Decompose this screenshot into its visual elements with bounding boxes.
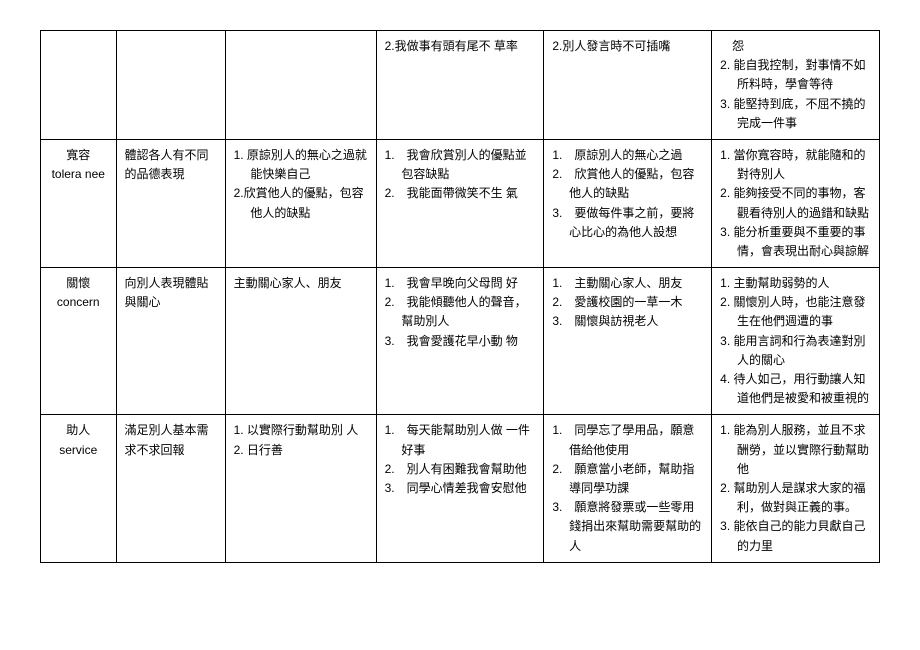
name-en: concern xyxy=(49,293,108,312)
item-list: 1. 主動關心家人、朋友2. 愛護校園的一草一木3. 關懷與訪視老人 xyxy=(552,274,703,332)
desc-text: 體認各人有不同的品德表現 xyxy=(125,148,209,181)
name-cell: 關懷concern xyxy=(41,268,117,415)
col-b-cell: 1. 我會欣賞別人的優點並包容缺點2. 我能面帶微笑不生 氣 xyxy=(376,139,544,267)
name-cn: 助人 xyxy=(49,421,108,440)
list-item: 3. 能用言詞和行為表達對別人的關心 xyxy=(720,332,871,370)
col-a-cell: 1. 以實際行動幫助別 人2. 日行善 xyxy=(225,415,376,562)
col-b-cell: 1. 每天能幫助別人做 一件好事2. 別人有困難我會幫助他3. 同學心情差我會安… xyxy=(376,415,544,562)
item-list: 1. 主動幫助弱勢的人2. 關懷別人時，也能注意發生在他們週遭的事3. 能用言詞… xyxy=(720,274,871,408)
name-cell xyxy=(41,31,117,140)
list-item: 3. 關懷與訪視老人 xyxy=(552,312,703,331)
list-item: 3. 能分析重要與不重要的事情，會表現出耐心與諒解 xyxy=(720,223,871,261)
table-row: 關懷concern向別人表現體貼與關心主動關心家人、朋友1. 我會早晚向父母問 … xyxy=(41,268,880,415)
col-c-cell: 2.別人發言時不可插嘴 xyxy=(544,31,712,140)
col-c-cell: 1. 主動關心家人、朋友2. 愛護校園的一草一木3. 關懷與訪視老人 xyxy=(544,268,712,415)
item-list: 1. 原諒別人的無心之過就能快樂自己2.欣賞他人的優點，包容他人的缺點 xyxy=(234,146,368,223)
col-c-cell: 1. 同學忘了學用品，願意借給他使用2. 願意當小老師，幫助指導同學功課3. 願… xyxy=(544,415,712,562)
list-item: 怨 xyxy=(720,37,871,56)
list-item: 2. 我能傾聽他人的聲音，幫助別人 xyxy=(385,293,536,331)
list-item: 2. 願意當小老師，幫助指導同學功課 xyxy=(552,460,703,498)
list-item: 3. 能依自己的能力貝獻自己的力里 xyxy=(720,517,871,555)
list-item: 3. 要做每件事之前，要將心比心的為他人設想 xyxy=(552,204,703,242)
list-item: 2.別人發言時不可插嘴 xyxy=(552,37,703,56)
col-d-cell: 1. 主動幫助弱勢的人2. 關懷別人時，也能注意發生在他們週遭的事3. 能用言詞… xyxy=(712,268,880,415)
item-list: 1. 同學忘了學用品，願意借給他使用2. 願意當小老師，幫助指導同學功課3. 願… xyxy=(552,421,703,555)
list-item: 1. 我會早晚向父母問 好 xyxy=(385,274,536,293)
desc-cell: 向別人表現體貼與關心 xyxy=(116,268,225,415)
col-a-cell: 1. 原諒別人的無心之過就能快樂自己2.欣賞他人的優點，包容他人的缺點 xyxy=(225,139,376,267)
list-item: 1. 能為別人服務，並且不求酬勞，並以實際行動幫助他 xyxy=(720,421,871,479)
list-item: 2. 別人有困難我會幫助他 xyxy=(385,460,536,479)
desc-text: 向別人表現體貼與關心 xyxy=(125,276,209,309)
list-item: 1. 原諒別人的無心之過 xyxy=(552,146,703,165)
list-item: 2. 幫助別人是謀求大家的福利，做對與正義的事。 xyxy=(720,479,871,517)
item-list: 2.我做事有頭有尾不 草率 xyxy=(385,37,536,56)
list-item: 1. 以實際行動幫助別 人 xyxy=(234,421,368,440)
name-cn: 寬容 xyxy=(49,146,108,165)
item-list: 2.別人發言時不可插嘴 xyxy=(552,37,703,56)
name-cell: 寬容tolera nee xyxy=(41,139,117,267)
list-item: 1. 主動關心家人、朋友 xyxy=(552,274,703,293)
list-item: 1. 同學忘了學用品，願意借給他使用 xyxy=(552,421,703,459)
col-d-cell: 1. 當你寬容時，就能隨和的對待別人2. 能夠接受不同的事物，客觀看待別人的過錯… xyxy=(712,139,880,267)
item-list: 1. 原諒別人的無心之過2. 欣賞他人的優點，包容他人的缺點3. 要做每件事之前… xyxy=(552,146,703,242)
name-en: service xyxy=(49,441,108,460)
item-list: 1. 當你寬容時，就能隨和的對待別人2. 能夠接受不同的事物，客觀看待別人的過錯… xyxy=(720,146,871,261)
desc-cell: 體認各人有不同的品德表現 xyxy=(116,139,225,267)
list-item: 1. 主動幫助弱勢的人 xyxy=(720,274,871,293)
list-item: 1. 當你寬容時，就能隨和的對待別人 xyxy=(720,146,871,184)
list-item: 2. 關懷別人時，也能注意發生在他們週遭的事 xyxy=(720,293,871,331)
list-item: 1. 我會欣賞別人的優點並包容缺點 xyxy=(385,146,536,184)
desc-cell xyxy=(116,31,225,140)
table-row: 2.我做事有頭有尾不 草率 2.別人發言時不可插嘴 怨2. 能自我控制，對事情不如… xyxy=(41,31,880,140)
cell-text: 主動關心家人、朋友 xyxy=(234,274,368,293)
name-cn: 關懷 xyxy=(49,274,108,293)
item-list: 1. 能為別人服務，並且不求酬勞，並以實際行動幫助他2. 幫助別人是謀求大家的福… xyxy=(720,421,871,555)
list-item: 2.我做事有頭有尾不 草率 xyxy=(385,37,536,56)
list-item: 4. 待人如己，用行動讓人知道他們是被愛和被重視的 xyxy=(720,370,871,408)
list-item: 2. 能夠接受不同的事物，客觀看待別人的過錯和缺點 xyxy=(720,184,871,222)
list-item: 3. 能堅持到底，不屈不撓的完成一件事 xyxy=(720,95,871,133)
col-b-cell: 1. 我會早晚向父母問 好2. 我能傾聽他人的聲音，幫助別人3. 我會愛護花早小… xyxy=(376,268,544,415)
list-item: 2.欣賞他人的優點，包容他人的缺點 xyxy=(234,184,368,222)
col-d-cell: 1. 能為別人服務，並且不求酬勞，並以實際行動幫助他2. 幫助別人是謀求大家的福… xyxy=(712,415,880,562)
virtue-table: 2.我做事有頭有尾不 草率 2.別人發言時不可插嘴 怨2. 能自我控制，對事情不如… xyxy=(40,30,880,563)
item-list: 1. 以實際行動幫助別 人2. 日行善 xyxy=(234,421,368,459)
list-item: 1. 每天能幫助別人做 一件好事 xyxy=(385,421,536,459)
list-item: 2. 能自我控制，對事情不如所料時，學會等待 xyxy=(720,56,871,94)
list-item: 2. 我能面帶微笑不生 氣 xyxy=(385,184,536,203)
desc-text: 滿足別人基本需求不求回報 xyxy=(125,423,209,456)
col-d-cell: 怨2. 能自我控制，對事情不如所料時，學會等待3. 能堅持到底，不屈不撓的完成一… xyxy=(712,31,880,140)
col-c-cell: 1. 原諒別人的無心之過2. 欣賞他人的優點，包容他人的缺點3. 要做每件事之前… xyxy=(544,139,712,267)
list-item: 2. 日行善 xyxy=(234,441,368,460)
list-item: 2. 愛護校園的一草一木 xyxy=(552,293,703,312)
list-item: 3. 我會愛護花早小動 物 xyxy=(385,332,536,351)
col-b-cell: 2.我做事有頭有尾不 草率 xyxy=(376,31,544,140)
table-row: 寬容tolera nee體認各人有不同的品德表現1. 原諒別人的無心之過就能快樂… xyxy=(41,139,880,267)
name-en: tolera nee xyxy=(49,165,108,184)
item-list: 1. 每天能幫助別人做 一件好事2. 別人有困難我會幫助他3. 同學心情差我會安… xyxy=(385,421,536,498)
item-list: 怨2. 能自我控制，對事情不如所料時，學會等待3. 能堅持到底，不屈不撓的完成一… xyxy=(720,37,871,133)
list-item: 1. 原諒別人的無心之過就能快樂自己 xyxy=(234,146,368,184)
table-row: 助人service滿足別人基本需求不求回報1. 以實際行動幫助別 人2. 日行善… xyxy=(41,415,880,562)
list-item: 3. 願意將發票或一些零用錢捐出來幫助需要幫助的人 xyxy=(552,498,703,556)
col-a-cell xyxy=(225,31,376,140)
item-list: 1. 我會欣賞別人的優點並包容缺點2. 我能面帶微笑不生 氣 xyxy=(385,146,536,204)
item-list: 1. 我會早晚向父母問 好2. 我能傾聽他人的聲音，幫助別人3. 我會愛護花早小… xyxy=(385,274,536,351)
name-cell: 助人service xyxy=(41,415,117,562)
list-item: 3. 同學心情差我會安慰他 xyxy=(385,479,536,498)
list-item: 2. 欣賞他人的優點，包容他人的缺點 xyxy=(552,165,703,203)
col-a-cell: 主動關心家人、朋友 xyxy=(225,268,376,415)
desc-cell: 滿足別人基本需求不求回報 xyxy=(116,415,225,562)
